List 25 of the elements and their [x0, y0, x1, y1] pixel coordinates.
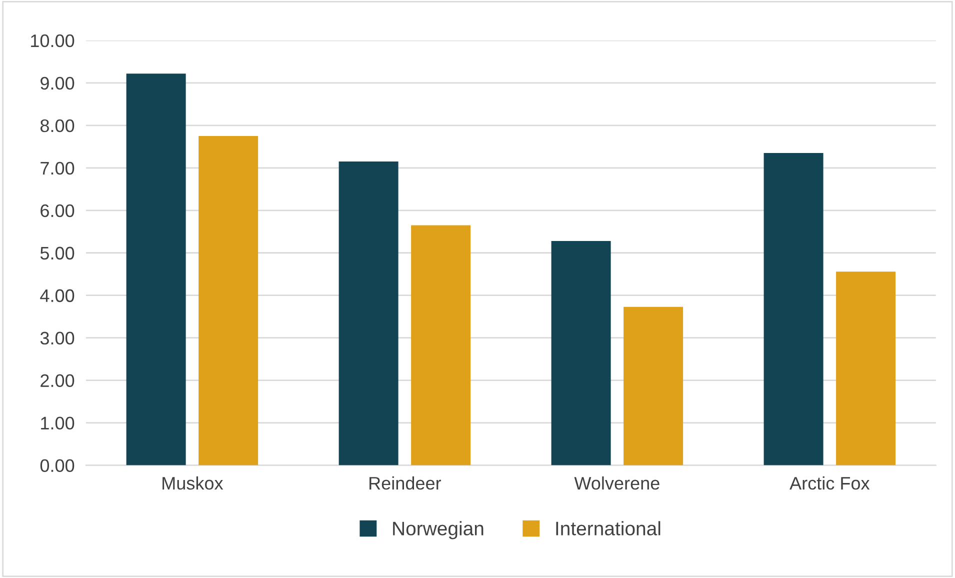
- y-tick-label: 7.00: [40, 162, 74, 175]
- x-tick-label: Muskox: [162, 476, 224, 490]
- bar: [411, 225, 471, 466]
- y-tick-label: 0.00: [40, 459, 74, 472]
- bar: [126, 74, 186, 466]
- bar: [551, 240, 611, 466]
- y-tick-label: 10.00: [31, 34, 74, 48]
- y-tick-label: 1.00: [41, 416, 74, 430]
- legend-label: Norwegian: [393, 521, 484, 540]
- bar: [764, 153, 824, 466]
- bar: [198, 136, 258, 466]
- y-tick-label: 3.00: [40, 332, 74, 345]
- x-tick-label: Reindeer: [370, 476, 442, 490]
- bar: [338, 162, 398, 466]
- y-tick-label: 5.00: [40, 246, 74, 260]
- y-tick-label: 2.00: [40, 374, 74, 388]
- y-tick-label: 4.00: [40, 289, 74, 302]
- y-tick-label: 8.00: [40, 119, 74, 132]
- y-tick-label: 6.00: [40, 204, 74, 218]
- x-tick-label: Wolverene: [574, 476, 660, 490]
- legend-label: International: [556, 521, 660, 536]
- x-tick-label: Arctic Fox: [790, 476, 870, 490]
- y-tick-label: 9.00: [40, 76, 74, 90]
- bar: [624, 306, 684, 466]
- bar: [836, 272, 896, 466]
